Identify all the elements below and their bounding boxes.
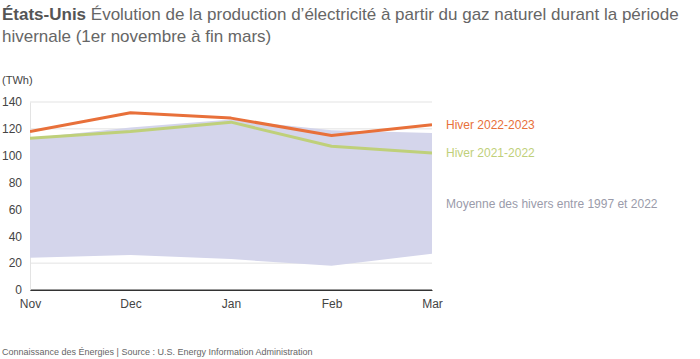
series-line: [30, 113, 432, 136]
x-axis-line: [31, 290, 433, 291]
y-axis: 0 20 40 60 80 100 120 140: [2, 95, 31, 297]
x-tick: Jan: [222, 290, 241, 311]
y-tick: 20: [9, 256, 30, 270]
x-tick-label: Dec: [120, 297, 141, 311]
subtitle: hivernale (1er novembre à fin mars): [2, 27, 271, 46]
y-tick-label: 120: [2, 122, 22, 136]
legend-entry: Hiver 2021-2022: [446, 146, 535, 160]
y-tick-label: 80: [9, 176, 23, 190]
x-tick-label: Jan: [222, 297, 241, 311]
x-tick: Mar: [422, 290, 443, 311]
y-tick: 100: [2, 149, 30, 163]
title-line: États-Unis Évolution de la production d’…: [2, 5, 679, 24]
chart: États-Unis Évolution de la production d’…: [0, 0, 700, 359]
title: États-Unis: [2, 5, 86, 24]
x-tick: Dec: [120, 290, 141, 311]
y-tick-label: 0: [15, 283, 22, 297]
legend-entry: Hiver 2022-2023: [446, 118, 535, 132]
y-tick-label: 40: [9, 230, 23, 244]
y-tick: 60: [9, 203, 30, 217]
grid-line: [30, 102, 432, 103]
y-axis-title: (TWh): [2, 74, 33, 86]
legend: Moyenne des hivers entre 1997 et 2022 Hiv…: [446, 118, 658, 211]
y-tick: 80: [9, 176, 30, 190]
grid-line: [30, 263, 432, 264]
grid: [30, 102, 432, 290]
x-tick-label: Nov: [20, 297, 41, 311]
plot-area: [30, 113, 432, 266]
range-area: [30, 119, 432, 265]
y-tick: 140: [2, 95, 30, 109]
y-tick-label: 140: [2, 95, 22, 109]
title-line: hivernale (1er novembre à fin mars): [2, 27, 271, 46]
y-tick: 120: [2, 122, 30, 136]
y-tick-label: 20: [9, 256, 23, 270]
legend-entry: Moyenne des hivers entre 1997 et 2022: [446, 197, 658, 211]
y-tick-label: 60: [9, 203, 23, 217]
x-tick: Feb: [322, 290, 343, 311]
y-tick: 0: [15, 283, 30, 297]
x-tick-label: Mar: [422, 297, 443, 311]
grid-line: [30, 290, 432, 291]
source: Connaissance des Énergies | Source : U.S…: [2, 347, 313, 357]
y-tick-label: 100: [2, 149, 22, 163]
x-axis: Nov Dec Jan Feb Mar: [20, 290, 443, 311]
x-tick-label: Feb: [322, 297, 343, 311]
subtitle: Évolution de la production d’électricité…: [86, 5, 679, 24]
x-tick: Nov: [20, 290, 41, 311]
series-line: [30, 122, 432, 153]
y-tick: 40: [9, 230, 30, 244]
